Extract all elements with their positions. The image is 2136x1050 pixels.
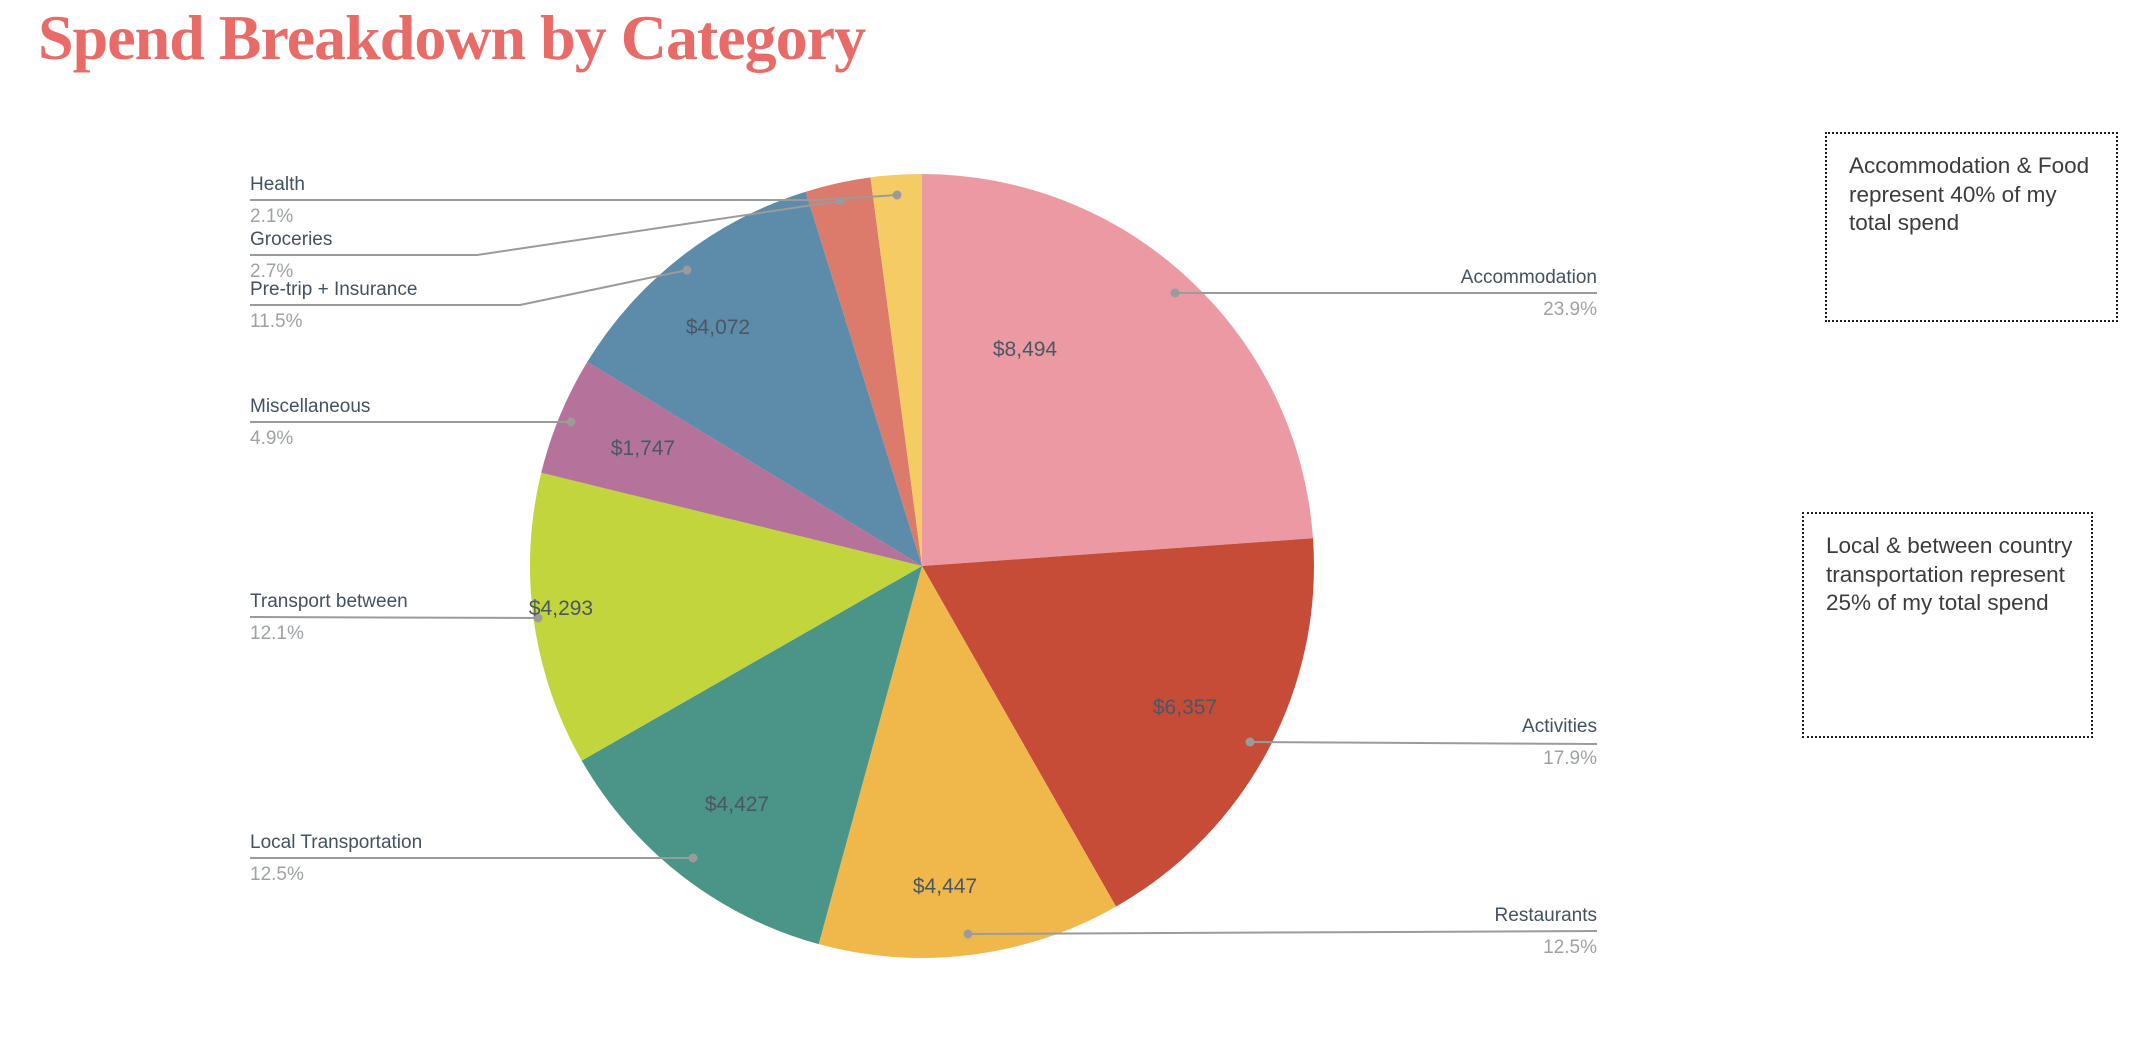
- leader-dot-accommodation: [1170, 288, 1180, 298]
- pie-slice-local_transportation[interactable]: [581, 566, 922, 945]
- annotation-text: Accommodation & Food represent 40% of my…: [1849, 153, 2090, 235]
- leader-line-restaurants: [967, 930, 1598, 935]
- slice-value-label-restaurants: $4,447: [913, 875, 977, 898]
- slice-pct-label-groceries: 2.7%: [250, 261, 294, 282]
- slice-pct-label-activities: 17.9%: [1543, 748, 1597, 769]
- slice-pct-label-restaurants: 12.5%: [1543, 937, 1597, 958]
- leader-dot-local_transportation: [688, 853, 698, 863]
- slice-value-label-miscellaneous: $1,747: [611, 437, 675, 460]
- pie-slice-transport_between[interactable]: [529, 472, 922, 761]
- slice-name-label-health: Health: [250, 174, 305, 195]
- annotation-box-accommodation-food: Accommodation & Food represent 40% of my…: [1825, 132, 2118, 322]
- pie-slice-activities[interactable]: [922, 538, 1314, 907]
- slice-pct-label-health: 2.1%: [250, 206, 294, 227]
- pie-slice-accommodation[interactable]: [922, 174, 1313, 566]
- slice-name-label-transport_between: Transport between: [250, 591, 408, 612]
- slice-name-label-activities: Activities: [1522, 716, 1597, 737]
- pie-slice-pretrip_insurance[interactable]: [587, 191, 922, 566]
- pie-slice-groceries[interactable]: [805, 177, 922, 566]
- annotation-box-transportation: Local & between country transportation r…: [1802, 512, 2093, 738]
- annotation-text: Local & between country transportation r…: [1826, 533, 2073, 615]
- slice-name-label-pretrip_insurance: Pre-trip + Insurance: [250, 279, 418, 300]
- leader-line-health: [250, 194, 898, 201]
- page-title: Spend Breakdown by Category: [38, 2, 866, 73]
- slice-name-label-local_transportation: Local Transportation: [250, 832, 423, 853]
- slice-value-label-activities: $6,357: [1153, 696, 1217, 719]
- leader-dot-transport_between: [533, 613, 543, 623]
- leader-dot-activities: [1245, 737, 1255, 747]
- leader-line-activities: [1249, 741, 1598, 745]
- leader-line-pretrip_insurance: [250, 269, 688, 306]
- slice-pct-label-accommodation: 23.9%: [1543, 299, 1597, 320]
- slice-value-label-pretrip_insurance: $4,072: [686, 316, 750, 339]
- leader-dot-health: [892, 190, 902, 200]
- slice-pct-label-pretrip_insurance: 11.5%: [250, 311, 303, 332]
- slice-pct-label-miscellaneous: 4.9%: [250, 428, 294, 449]
- leader-line-groceries: [250, 200, 841, 256]
- leader-line-transport_between: [249, 616, 539, 619]
- slice-name-label-accommodation: Accommodation: [1460, 267, 1597, 288]
- pie-slice-health[interactable]: [870, 174, 923, 566]
- leader-dot-pretrip_insurance: [682, 265, 692, 275]
- pie-slice-miscellaneous[interactable]: [541, 361, 922, 566]
- pie-slice-restaurants[interactable]: [818, 566, 1116, 958]
- slice-name-label-restaurants: Restaurants: [1494, 905, 1597, 926]
- slice-pct-label-transport_between: 12.1%: [250, 623, 304, 644]
- leader-dot-restaurants: [963, 929, 973, 939]
- slice-value-label-local_transportation: $4,427: [705, 793, 769, 816]
- leader-dot-miscellaneous: [566, 417, 576, 427]
- slice-name-label-miscellaneous: Miscellaneous: [250, 396, 371, 417]
- slice-pct-label-local_transportation: 12.5%: [250, 864, 304, 885]
- slice-value-label-accommodation: $8,494: [993, 338, 1058, 361]
- slice-value-label-transport_between: $4,293: [529, 597, 593, 620]
- slice-name-label-groceries: Groceries: [250, 229, 333, 250]
